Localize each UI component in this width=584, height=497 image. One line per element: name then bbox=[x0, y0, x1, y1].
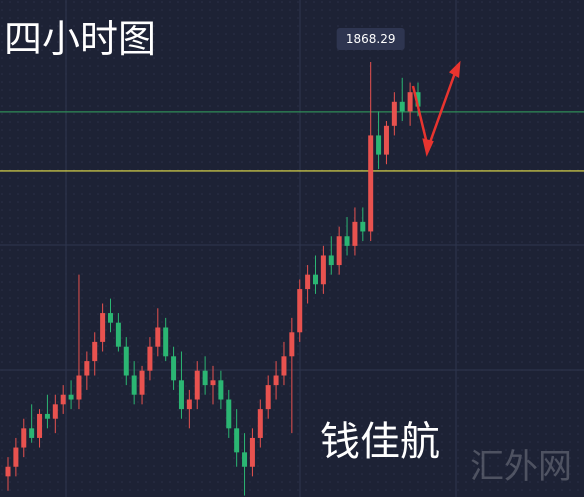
candle-body bbox=[186, 399, 192, 410]
candle-body bbox=[5, 466, 11, 477]
candle-body bbox=[108, 313, 113, 323]
plot-area: 1868.29 bbox=[0, 27, 584, 496]
candle-body bbox=[68, 394, 74, 400]
candle-body bbox=[313, 274, 318, 285]
candle-body bbox=[305, 274, 311, 290]
price-label-box bbox=[336, 27, 405, 50]
candle-body bbox=[194, 370, 200, 400]
candle-body bbox=[407, 92, 413, 112]
candle-body bbox=[13, 447, 19, 467]
candle-body bbox=[171, 356, 177, 381]
candle-body bbox=[139, 370, 145, 395]
candle-body bbox=[242, 452, 248, 467]
candle-body bbox=[147, 346, 153, 371]
candle-body bbox=[265, 385, 271, 410]
price-label: 1868.29 bbox=[346, 32, 396, 46]
candle-body bbox=[289, 332, 295, 357]
candle-body bbox=[76, 375, 82, 400]
candle-body bbox=[44, 413, 50, 419]
candle-body bbox=[202, 370, 208, 386]
candle-body bbox=[415, 92, 421, 107]
candle-body bbox=[281, 356, 287, 376]
candle-body bbox=[368, 135, 374, 232]
watermark: 汇外网 bbox=[470, 447, 572, 487]
candle-body bbox=[297, 289, 303, 333]
candle-body bbox=[84, 361, 90, 376]
candle-body bbox=[376, 135, 382, 155]
candle-body bbox=[344, 236, 350, 246]
candle-body bbox=[249, 437, 255, 467]
candle-body bbox=[234, 428, 240, 453]
candle-body bbox=[155, 327, 161, 347]
candle-body bbox=[383, 125, 389, 155]
candle-body bbox=[320, 255, 326, 285]
candle-body bbox=[391, 101, 397, 126]
candle-body bbox=[163, 327, 169, 357]
candle-body bbox=[123, 346, 129, 376]
candle-body bbox=[21, 428, 27, 448]
candle-body bbox=[328, 255, 334, 266]
candle-body bbox=[336, 236, 342, 266]
author: 钱佳航 bbox=[320, 419, 440, 465]
candle-body bbox=[37, 413, 43, 438]
candle-body bbox=[218, 380, 224, 400]
candle-body bbox=[92, 341, 98, 362]
candle-body bbox=[360, 221, 366, 232]
candle-body bbox=[210, 380, 216, 386]
candle-body bbox=[226, 399, 232, 429]
candle-body bbox=[273, 375, 279, 386]
candle-body bbox=[60, 394, 66, 405]
candle-body bbox=[352, 221, 358, 246]
candle-body bbox=[257, 409, 263, 438]
chart-title: 四小时图 bbox=[4, 17, 156, 61]
candle-body bbox=[115, 322, 121, 347]
trend-arrows bbox=[411, 60, 461, 157]
candle-body bbox=[29, 428, 35, 438]
candle-body bbox=[52, 404, 58, 419]
candle-body bbox=[178, 380, 184, 410]
candle-body bbox=[399, 101, 405, 112]
candle-body bbox=[131, 375, 137, 395]
candle-body bbox=[100, 313, 106, 342]
